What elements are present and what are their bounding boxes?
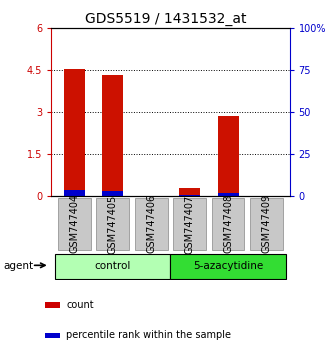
Text: GSM747405: GSM747405	[108, 194, 118, 253]
FancyBboxPatch shape	[135, 198, 167, 250]
FancyBboxPatch shape	[55, 254, 170, 279]
Text: agent: agent	[3, 261, 33, 271]
Bar	[217, 193, 239, 196]
FancyBboxPatch shape	[212, 198, 245, 250]
Text: GSM747408: GSM747408	[223, 194, 233, 253]
Text: GSM747406: GSM747406	[146, 194, 156, 253]
Bar	[45, 333, 60, 338]
FancyBboxPatch shape	[58, 198, 91, 250]
Bar	[102, 191, 123, 196]
Text: percentile rank within the sample: percentile rank within the sample	[66, 330, 231, 341]
Bar	[102, 75, 123, 196]
Text: 5-azacytidine: 5-azacytidine	[193, 261, 263, 271]
Text: control: control	[95, 261, 131, 271]
FancyBboxPatch shape	[96, 198, 129, 250]
Bar	[217, 116, 239, 196]
FancyBboxPatch shape	[250, 198, 283, 250]
FancyBboxPatch shape	[173, 198, 206, 250]
FancyBboxPatch shape	[170, 254, 286, 279]
Bar	[179, 195, 200, 196]
Text: GDS5519 / 1431532_at: GDS5519 / 1431532_at	[85, 12, 246, 27]
Bar	[179, 188, 200, 196]
Text: GSM747409: GSM747409	[261, 194, 271, 253]
Bar	[64, 190, 85, 196]
Text: GSM747404: GSM747404	[70, 194, 79, 253]
Text: GSM747407: GSM747407	[185, 194, 195, 253]
Bar	[45, 302, 60, 308]
Text: count: count	[66, 300, 94, 310]
Bar	[64, 69, 85, 196]
